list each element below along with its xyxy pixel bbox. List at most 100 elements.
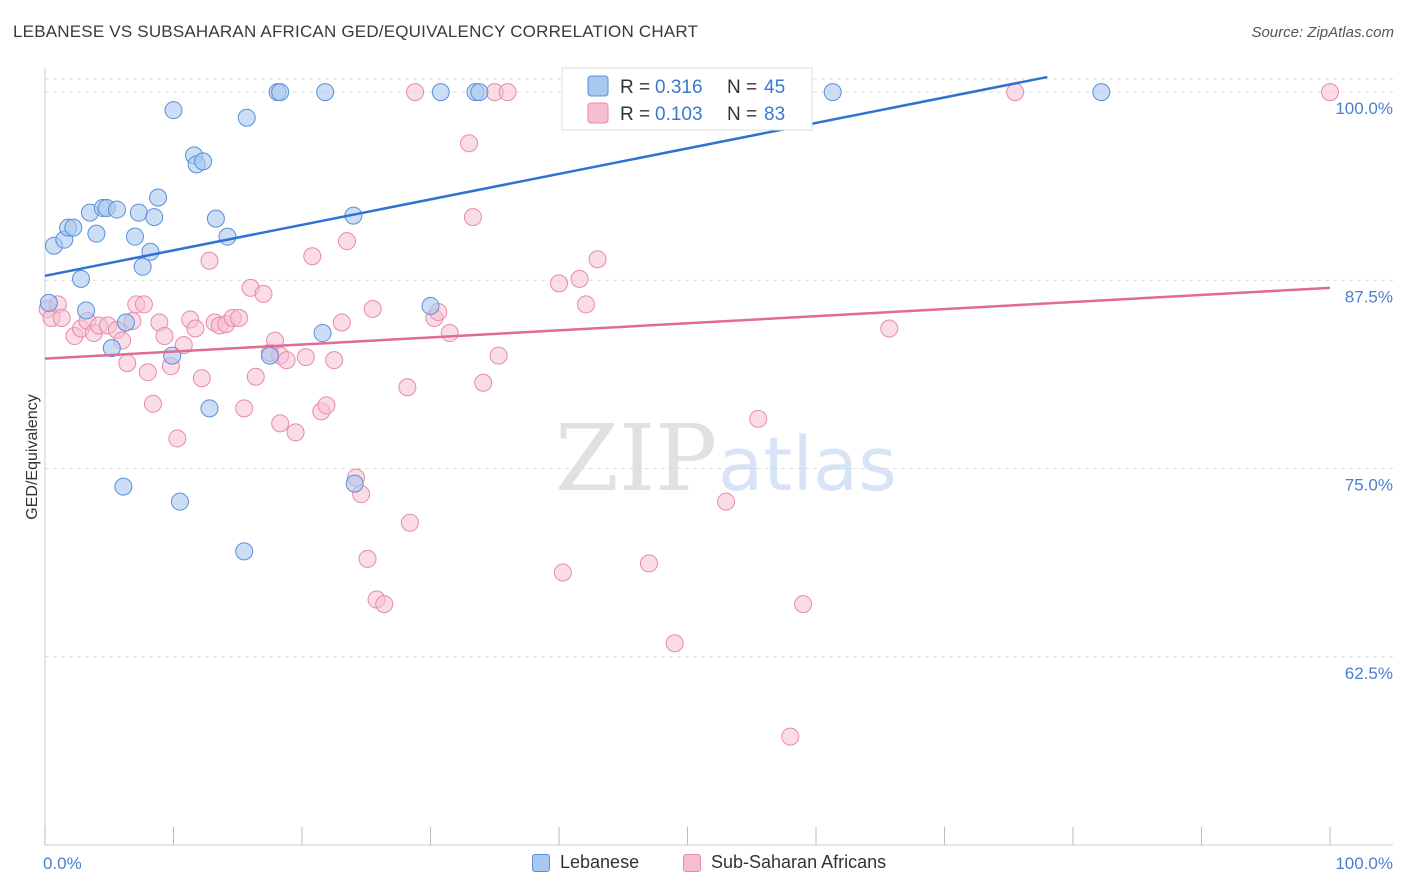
point-lebanese-31 xyxy=(260,346,279,365)
point-sub-saharan-47 xyxy=(332,313,351,332)
source-credit: Source: ZipAtlas.com xyxy=(1251,24,1394,41)
point-sub-saharan-81 xyxy=(1006,83,1025,102)
point-lebanese-16 xyxy=(133,257,152,276)
point-lebanese-5 xyxy=(71,269,90,288)
point-lebanese-13 xyxy=(116,313,135,332)
point-sub-saharan-69 xyxy=(570,269,589,288)
trend-lines xyxy=(44,75,1331,360)
point-sub-saharan-61 xyxy=(460,134,479,153)
point-sub-saharan-67 xyxy=(550,274,568,293)
legend-r-label-2: R = xyxy=(620,104,650,125)
legend-n-value-2: 83 xyxy=(764,104,785,125)
trend-line-sub-saharan xyxy=(44,286,1331,360)
watermark-zip: ZIP xyxy=(555,405,717,512)
point-sub-saharan-42 xyxy=(296,348,315,367)
point-sub-saharan-73 xyxy=(639,554,658,573)
point-lebanese-18 xyxy=(145,208,164,227)
y-tick-label-0: 62.5% xyxy=(1345,664,1393,683)
point-lebanese-33 xyxy=(271,83,290,102)
legend-label-lebanese: Lebanese xyxy=(560,852,640,872)
axes xyxy=(44,68,1393,846)
x-tick-label-1: 100.0% xyxy=(1335,854,1393,873)
point-sub-saharan-51 xyxy=(358,549,377,568)
y-tick-labels: 62.5% 75.0% 87.5% 100.0% xyxy=(1335,99,1393,683)
point-lebanese-15 xyxy=(129,203,148,222)
point-sub-saharan-62 xyxy=(463,208,482,227)
point-sub-saharan-60 xyxy=(440,324,459,343)
point-sub-saharan-40 xyxy=(271,414,290,433)
point-sub-saharan-32 xyxy=(235,399,254,418)
svg-text:R = 0.316 N =: R = 0.316 N = 45 xyxy=(620,77,785,98)
legend-n-value-1: 45 xyxy=(764,77,785,98)
point-lebanese-0 xyxy=(39,293,58,312)
point-sub-saharan-17 xyxy=(143,394,162,413)
point-sub-saharan-79 xyxy=(794,595,813,614)
point-sub-saharan-70 xyxy=(576,295,595,314)
point-lebanese-41 xyxy=(470,83,489,102)
point-lebanese-8 xyxy=(87,224,106,243)
gridlines xyxy=(45,78,1393,658)
legend-item-lebanese: Lebanese xyxy=(532,852,639,873)
point-lebanese-39 xyxy=(431,83,450,102)
y-tick-label-1: 75.0% xyxy=(1345,476,1393,495)
point-sub-saharan-22 xyxy=(174,336,193,355)
point-sub-saharan-68 xyxy=(553,563,572,582)
point-lebanese-20 xyxy=(163,346,182,365)
point-sub-saharan-66 xyxy=(498,83,517,102)
point-sub-saharan-63 xyxy=(474,373,493,392)
point-lebanese-42 xyxy=(114,477,133,496)
legend-r-value-1: 0.316 xyxy=(655,77,703,98)
legend-label-sub-saharan: Sub-Saharan Africans xyxy=(711,852,887,872)
point-sub-saharan-3 xyxy=(52,308,71,327)
point-lebanese-44 xyxy=(1092,83,1111,102)
point-sub-saharan-82 xyxy=(1321,83,1339,102)
point-sub-saharan-15 xyxy=(134,295,153,314)
point-lebanese-30 xyxy=(237,108,256,127)
point-sub-saharan-48 xyxy=(337,232,356,251)
point-sub-saharan-45 xyxy=(317,396,336,415)
y-tick-label-3: 100.0% xyxy=(1335,99,1393,118)
x-tick-label-0: 0.0% xyxy=(43,854,82,873)
point-sub-saharan-26 xyxy=(200,251,219,270)
point-sub-saharan-52 xyxy=(363,299,382,318)
point-sub-saharan-12 xyxy=(118,354,137,373)
point-lebanese-6 xyxy=(77,301,96,320)
point-lebanese-25 xyxy=(194,152,213,171)
legend-r-label-1: R = xyxy=(620,77,650,98)
point-sub-saharan-55 xyxy=(398,378,417,397)
legend-item-sub-saharan: Sub-Saharan Africans xyxy=(683,852,886,873)
point-sub-saharan-57 xyxy=(406,83,425,102)
point-sub-saharan-65 xyxy=(489,346,508,365)
point-sub-saharan-77 xyxy=(749,409,768,428)
point-lebanese-11 xyxy=(107,200,126,219)
watermark-atlas: atlas xyxy=(718,422,897,508)
point-sub-saharan-35 xyxy=(254,284,273,303)
point-sub-saharan-21 xyxy=(168,429,187,448)
legend-n-label-1: N = xyxy=(727,77,757,98)
point-lebanese-4 xyxy=(64,218,83,237)
series-legend: Lebanese Sub-Saharan Africans xyxy=(0,852,1406,876)
trend-line-lebanese xyxy=(44,75,1048,278)
point-sub-saharan-78 xyxy=(781,727,800,746)
point-sub-saharan-75 xyxy=(717,492,736,511)
point-sub-saharan-19 xyxy=(155,327,174,346)
point-lebanese-26 xyxy=(200,399,219,418)
y-tick-label-2: 87.5% xyxy=(1345,287,1393,306)
point-lebanese-12 xyxy=(102,339,121,358)
svg-text:R = 0.103 N =: R = 0.103 N = 83 xyxy=(620,104,785,125)
point-sub-saharan-31 xyxy=(230,308,249,327)
point-lebanese-28 xyxy=(218,227,237,246)
point-lebanese-21 xyxy=(164,101,183,120)
point-sub-saharan-39 xyxy=(277,351,296,370)
legend-swatch-lebanese xyxy=(587,75,609,97)
stats-legend: R = 0.316 N = 45 R = 0.103 N = 83 xyxy=(561,67,813,131)
point-lebanese-29 xyxy=(235,542,254,561)
point-lebanese-17 xyxy=(141,242,160,261)
point-sub-saharan-24 xyxy=(186,319,205,338)
point-sub-saharan-56 xyxy=(400,513,419,532)
point-lebanese-37 xyxy=(345,474,364,493)
point-lebanese-27 xyxy=(206,209,225,228)
legend-swatch-sub-saharan-bottom xyxy=(683,853,701,872)
point-lebanese-34 xyxy=(313,324,332,343)
